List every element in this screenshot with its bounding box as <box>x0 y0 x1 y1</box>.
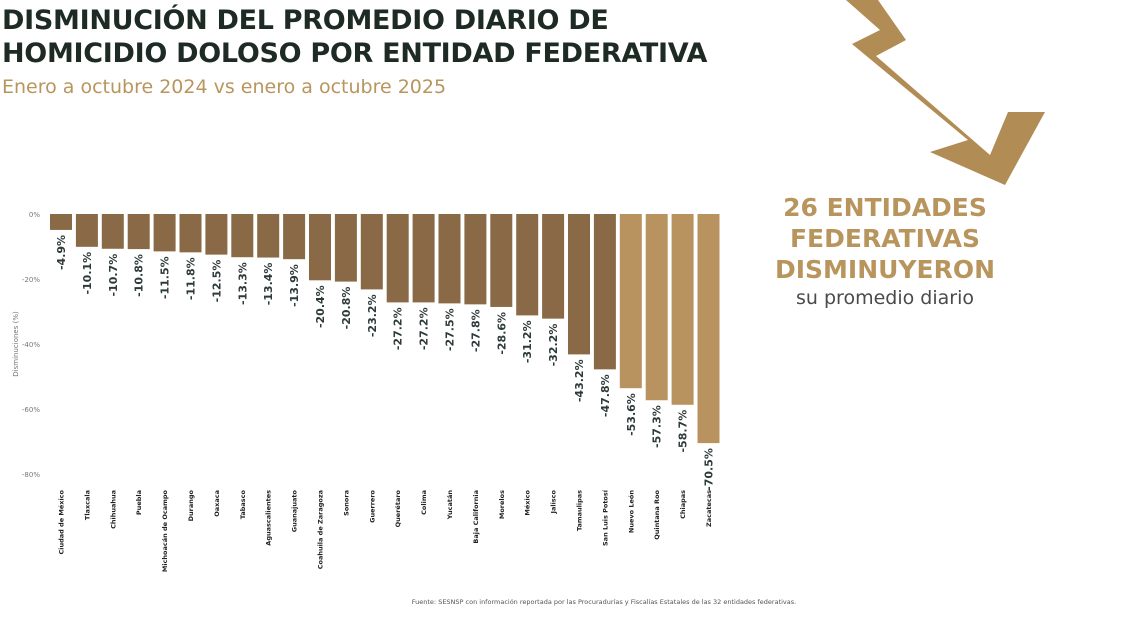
data-label: -70.5% <box>703 448 716 491</box>
category-label: San Luis Potosí <box>601 489 609 546</box>
category-label: Durango <box>187 489 195 521</box>
category-label: Ciudad de México <box>58 489 66 554</box>
bar <box>464 214 487 305</box>
bar <box>257 214 280 258</box>
data-label: -20.4% <box>314 285 327 328</box>
data-label: -28.6% <box>495 312 508 355</box>
data-label: -53.6% <box>625 393 638 436</box>
data-label: -32.2% <box>547 324 560 367</box>
category-label: Sonora <box>342 490 350 516</box>
bar <box>283 214 306 260</box>
category-label: Baja California <box>472 490 480 544</box>
callout-line-3: DISMINUYERON <box>774 255 996 284</box>
data-label: -11.5% <box>159 256 172 299</box>
category-label: México <box>524 489 532 515</box>
bar <box>542 214 565 319</box>
data-label: -31.2% <box>521 320 534 363</box>
category-label: Guanajuato <box>291 489 299 532</box>
bar <box>360 214 383 290</box>
category-label: Zacatecas <box>705 490 713 527</box>
category-label: Quintana Roo <box>653 489 661 539</box>
data-label: -4.9% <box>55 235 68 270</box>
data-label: -27.2% <box>392 307 405 350</box>
category-label: Tlaxcala <box>83 490 91 520</box>
bar <box>231 214 254 258</box>
bar <box>386 214 409 303</box>
category-label: Chiapas <box>679 490 687 519</box>
bar <box>697 214 720 444</box>
bar <box>205 214 228 255</box>
bar <box>75 214 98 247</box>
page-title: DISMINUCIÓN DEL PROMEDIO DIARIO DE HOMIC… <box>2 4 707 70</box>
subtitle: Enero a octubre 2024 vs enero a octubre … <box>2 76 447 98</box>
y-tick-label: -60% <box>22 406 40 414</box>
data-label: -43.2% <box>573 359 586 402</box>
data-label: -27.8% <box>469 309 482 352</box>
bar <box>593 214 616 370</box>
category-label: Jalisco <box>550 489 558 514</box>
data-label: -27.2% <box>418 307 431 350</box>
y-axis-label: Disminuciones (%) <box>12 311 20 377</box>
title-line-2: HOMICIDIO DOLOSO POR ENTIDAD FEDERATIVA <box>2 38 708 69</box>
data-label: -58.7% <box>677 410 690 453</box>
bar <box>568 214 590 355</box>
data-label: -10.8% <box>133 254 146 297</box>
category-label: Chihuahua <box>109 490 117 529</box>
source-note: Fuente: SESNSP con información reportada… <box>412 598 796 606</box>
bar <box>101 214 124 249</box>
data-label: -13.4% <box>262 263 275 306</box>
bar <box>153 214 176 252</box>
bar <box>671 214 694 405</box>
bar <box>127 214 150 250</box>
data-label: -47.8% <box>599 374 612 417</box>
category-label: Coahuila de Zaragoza <box>317 490 325 569</box>
category-label: Nuevo León <box>627 490 635 533</box>
data-label: -27.5% <box>444 308 457 351</box>
data-label: -12.5% <box>210 260 223 303</box>
category-label: Guerrero <box>368 489 376 522</box>
callout: 26 ENTIDADES FEDERATIVAS DISMINUYERON su… <box>760 192 1010 309</box>
bar <box>179 214 202 253</box>
data-label: -57.3% <box>651 405 664 448</box>
category-label: Yucatán <box>446 490 454 521</box>
category-label: Oaxaca <box>213 490 221 517</box>
category-label: Tabasco <box>239 489 247 519</box>
callout-line-2: FEDERATIVAS <box>789 224 980 253</box>
data-label: -23.2% <box>366 294 379 337</box>
y-tick-label: -20% <box>22 276 40 284</box>
category-label: Aguascalientes <box>265 490 273 546</box>
bar <box>516 214 539 316</box>
bar <box>50 214 72 230</box>
bar <box>412 214 435 303</box>
bar <box>438 214 461 304</box>
category-label: Colima <box>420 490 428 515</box>
category-label: Tamaulipas <box>576 490 584 531</box>
bar <box>490 214 513 307</box>
data-label: -10.1% <box>81 252 94 295</box>
down-arrow-icon <box>846 0 1045 185</box>
callout-line-1: 26 ENTIDADES <box>783 193 987 222</box>
category-label: Querétaro <box>394 489 402 527</box>
callout-line-4: su promedio diario <box>796 287 974 309</box>
data-label: -11.8% <box>185 257 198 300</box>
data-label: -13.9% <box>288 264 301 307</box>
data-label: -20.8% <box>340 287 353 330</box>
data-label: -13.3% <box>236 262 249 305</box>
category-label: Morelos <box>498 490 506 519</box>
data-label: -10.7% <box>107 254 120 297</box>
title-line-1: DISMINUCIÓN DEL PROMEDIO DIARIO DE <box>2 5 609 36</box>
bar <box>645 214 668 401</box>
category-label: Puebla <box>135 490 143 515</box>
bar <box>619 214 642 389</box>
category-label: Michoacán de Ocampo <box>161 489 169 572</box>
bar <box>309 214 331 281</box>
y-tick-label: -40% <box>22 341 40 349</box>
y-tick-label: 0% <box>29 211 40 219</box>
y-tick-label: -80% <box>22 471 40 479</box>
bar <box>334 214 357 282</box>
